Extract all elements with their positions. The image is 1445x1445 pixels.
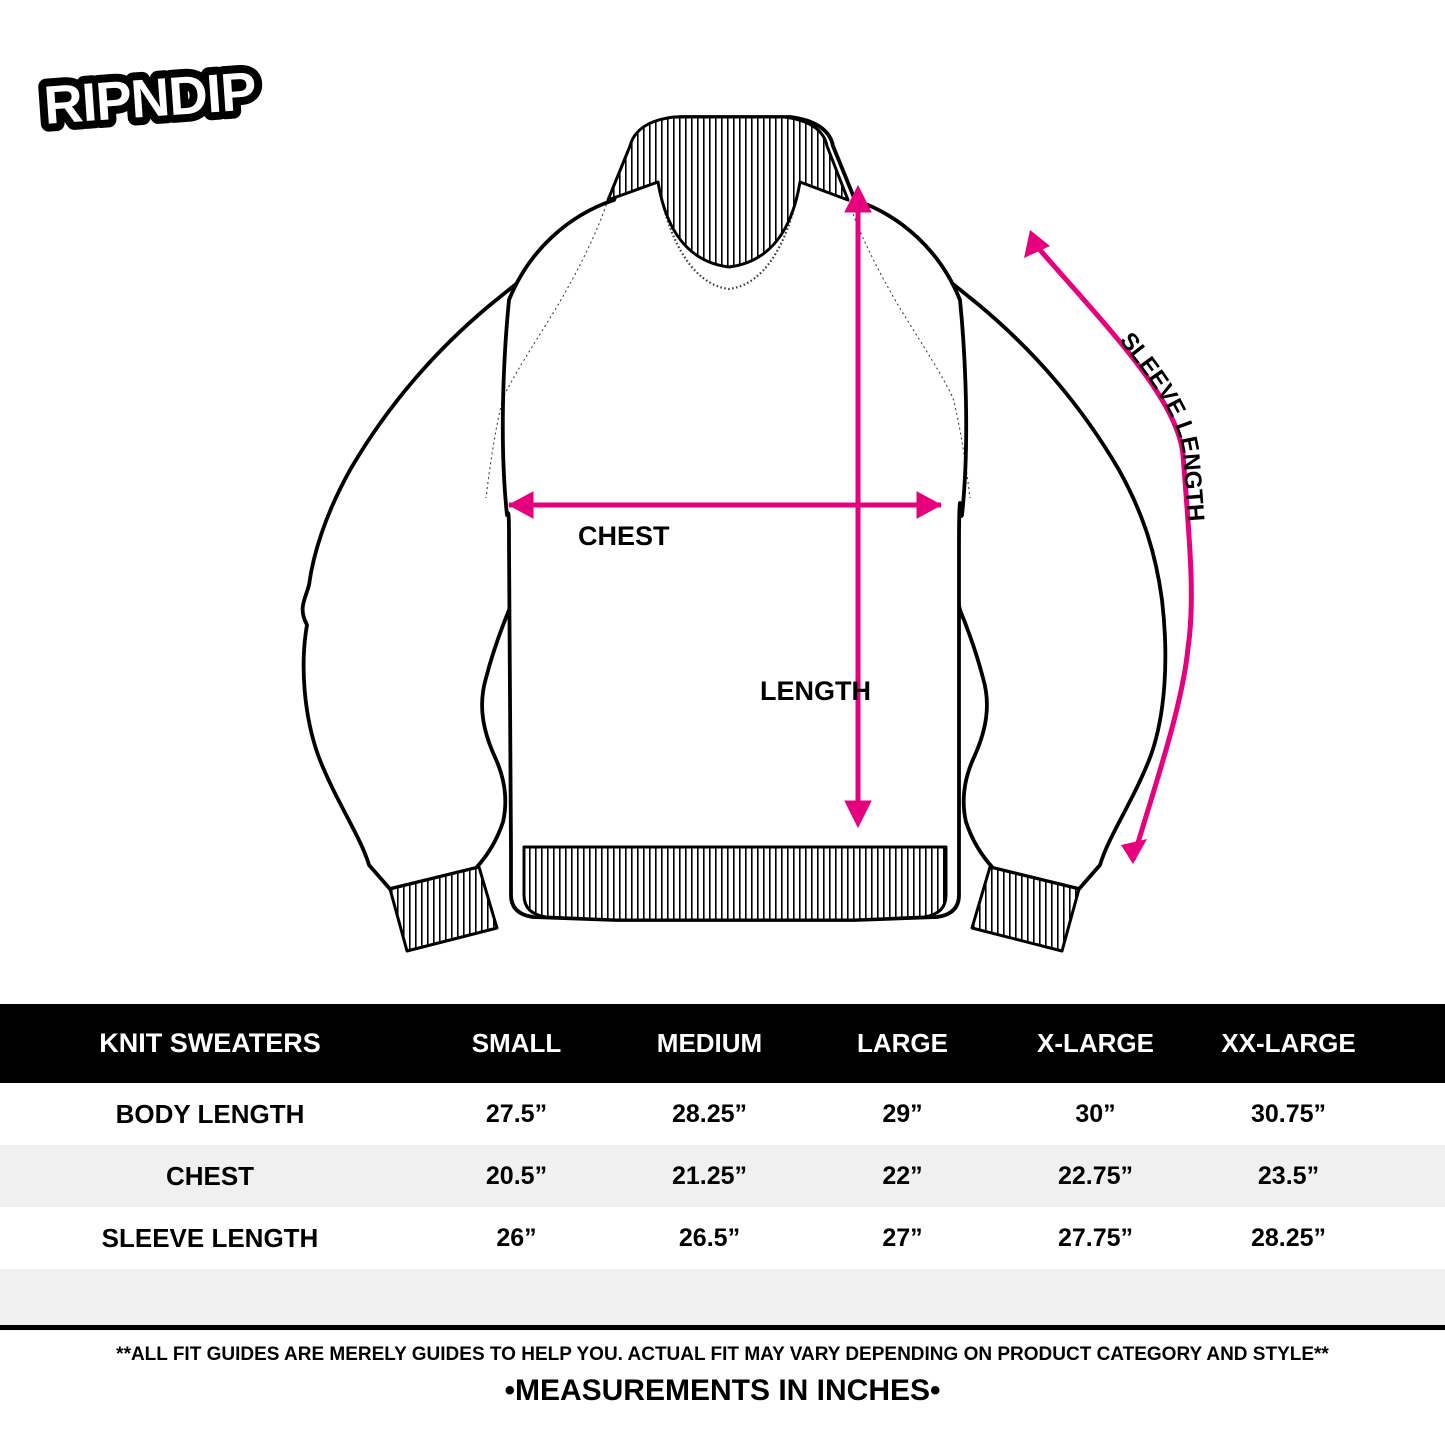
svg-text:CHEST: CHEST (578, 521, 670, 551)
svg-text:LENGTH: LENGTH (760, 676, 871, 706)
svg-text:RIPNDIP: RIPNDIP (42, 61, 258, 136)
